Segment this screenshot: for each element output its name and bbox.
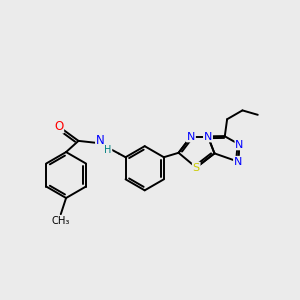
Text: S: S <box>193 163 200 172</box>
Text: N: N <box>96 134 105 147</box>
Text: O: O <box>54 120 63 133</box>
Text: CH₃: CH₃ <box>52 216 70 226</box>
Text: N: N <box>234 157 242 166</box>
Text: N: N <box>204 132 212 142</box>
Text: N: N <box>187 132 195 142</box>
Text: H: H <box>104 145 112 155</box>
Text: N: N <box>235 140 244 150</box>
